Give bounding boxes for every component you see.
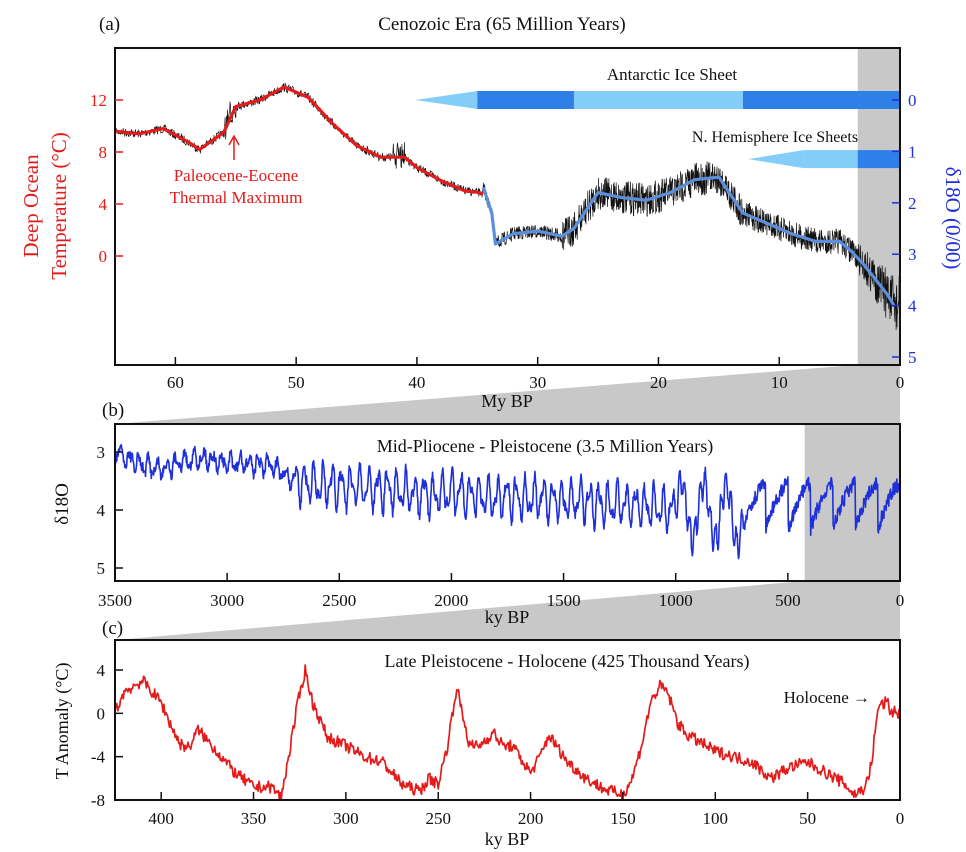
panel-b-ylabel: δ18O [52, 483, 73, 525]
antarctic-ice-label: Antarctic Ice Sheet [607, 65, 738, 84]
panel-b-ytick-label: 3 [97, 443, 106, 462]
panel-a-right-ytick-label: 5 [908, 348, 917, 367]
panel-a-ytick-label: 0 [99, 247, 108, 266]
panel-a-ylabel-line1: Deep Ocean [19, 154, 43, 258]
panel-a-ylabel-line2: Temperature (°C) [47, 132, 71, 279]
panel-b-ytick-label: 5 [97, 559, 106, 578]
ice-sheet-segment-0-1 [573, 91, 744, 109]
panel-b-xlabel: ky BP [485, 607, 530, 627]
panel-a-right-ytick-label: 4 [908, 297, 917, 316]
panel-c-frame [114, 639, 901, 801]
panel-a-right-ytick-label: 3 [908, 245, 917, 264]
panel-b-title: Mid-Pliocene - Pleistocene (3.5 Million … [377, 436, 713, 457]
panel-b-xtick-label: 500 [775, 591, 801, 610]
panel-c-title: Late Pleistocene - Holocene (425 Thousan… [384, 651, 749, 672]
temperature-smooth-line [115, 85, 484, 196]
petm-label-line1: Paleocene-Eocene [174, 166, 299, 185]
panel-b-xtick-label: 3500 [98, 591, 132, 610]
d18o-3.5my-line [115, 443, 900, 560]
ice-sheet-segment-0-0 [477, 91, 575, 109]
panel-a-xtick-label: 60 [167, 373, 184, 392]
panel-c-xtick-label: 300 [333, 809, 359, 828]
panel-c-xtick-label: 250 [425, 809, 451, 828]
panel-c-ytick-label: -8 [91, 791, 105, 810]
panel-a-xtick-label: 40 [408, 373, 425, 392]
panel-b-xtick-label: 1500 [547, 591, 581, 610]
panel-c-xtick-label: 0 [896, 809, 905, 828]
petm-arrow [228, 134, 240, 160]
panel-a-right-ytick-label: 2 [908, 194, 917, 213]
temperature-anomaly-line [115, 664, 900, 800]
holocene-label: Holocene → [784, 688, 870, 707]
panel-b-xtick-label: 2500 [322, 591, 356, 610]
panel-a-frame [114, 47, 901, 366]
panel-c-xtick-label: 400 [148, 809, 174, 828]
nh-ice-label: N. Hemisphere Ice Sheets [692, 129, 858, 146]
panel-c-xlabel: ky BP [485, 829, 530, 849]
panel-a-xtick-label: 30 [529, 373, 546, 392]
panel-a-ytick-label: 8 [99, 143, 108, 162]
panel-a-right-ytick-label: 1 [908, 142, 917, 161]
panel-c-xtick-label: 350 [241, 809, 267, 828]
panel-b-xtick-label: 2000 [434, 591, 468, 610]
panel-a-ytick-label: 12 [90, 91, 107, 110]
panel-a-xlabel: My BP [481, 391, 533, 411]
panel-b-xtick-label: 0 [896, 591, 905, 610]
zoom-connector-a-b [115, 365, 900, 424]
panel-c-xtick-label: 50 [799, 809, 816, 828]
petm-label-line2: Thermal Maximum [170, 188, 303, 207]
d18o-smooth-line [481, 175, 896, 307]
panel-b-xtick-label: 3000 [210, 591, 244, 610]
panel-a-xtick-label: 20 [650, 373, 667, 392]
panel-b-frame [114, 423, 901, 582]
panel-a-right-ytick-label: 0 [908, 91, 917, 110]
ice-sheet-tip-1 [748, 150, 804, 169]
panel-b-letter: (b) [102, 400, 124, 421]
panel-a-xtick-label: 0 [896, 373, 905, 392]
panel-b-xtick-label: 1000 [659, 591, 693, 610]
panel-c: (c) Late Pleistocene - Holocene (425 Tho… [52, 618, 904, 849]
zoom-connector-b-c [115, 581, 900, 640]
panel-a-letter: (a) [99, 14, 120, 35]
panel-c-ytick-label: -4 [91, 748, 106, 767]
panel-c-ytick-label: 0 [97, 704, 106, 723]
panel-a-ytick-label: 4 [99, 195, 108, 214]
panel-c-xtick-label: 150 [610, 809, 636, 828]
panel-a: (a) Cenozoic Era (65 Million Years) Anta… [19, 14, 965, 411]
panel-a-title: Cenozoic Era (65 Million Years) [378, 14, 625, 35]
ice-sheet-segment-0-2 [743, 91, 900, 109]
panel-c-xtick-label: 100 [703, 809, 729, 828]
panel-c-letter: (c) [102, 618, 123, 639]
panel-a-xtick-label: 10 [771, 373, 788, 392]
ice-sheet-segment-1-0 [803, 150, 859, 169]
panel-b: (b) Mid-Pliocene - Pleistocene (3.5 Mill… [52, 400, 904, 627]
panel-a-xtick-label: 50 [288, 373, 305, 392]
panel-c-xtick-label: 200 [518, 809, 544, 828]
panel-b-ytick-label: 4 [97, 501, 106, 520]
ice-sheet-tip-0 [415, 91, 478, 109]
panel-a-right-ylabel: δ18O (0/00) [941, 167, 965, 270]
panel-c-ytick-label: 4 [97, 661, 106, 680]
ice-sheet-segment-1-1 [857, 150, 900, 169]
panel-c-ylabel: T Anomaly (°C) [52, 663, 73, 780]
